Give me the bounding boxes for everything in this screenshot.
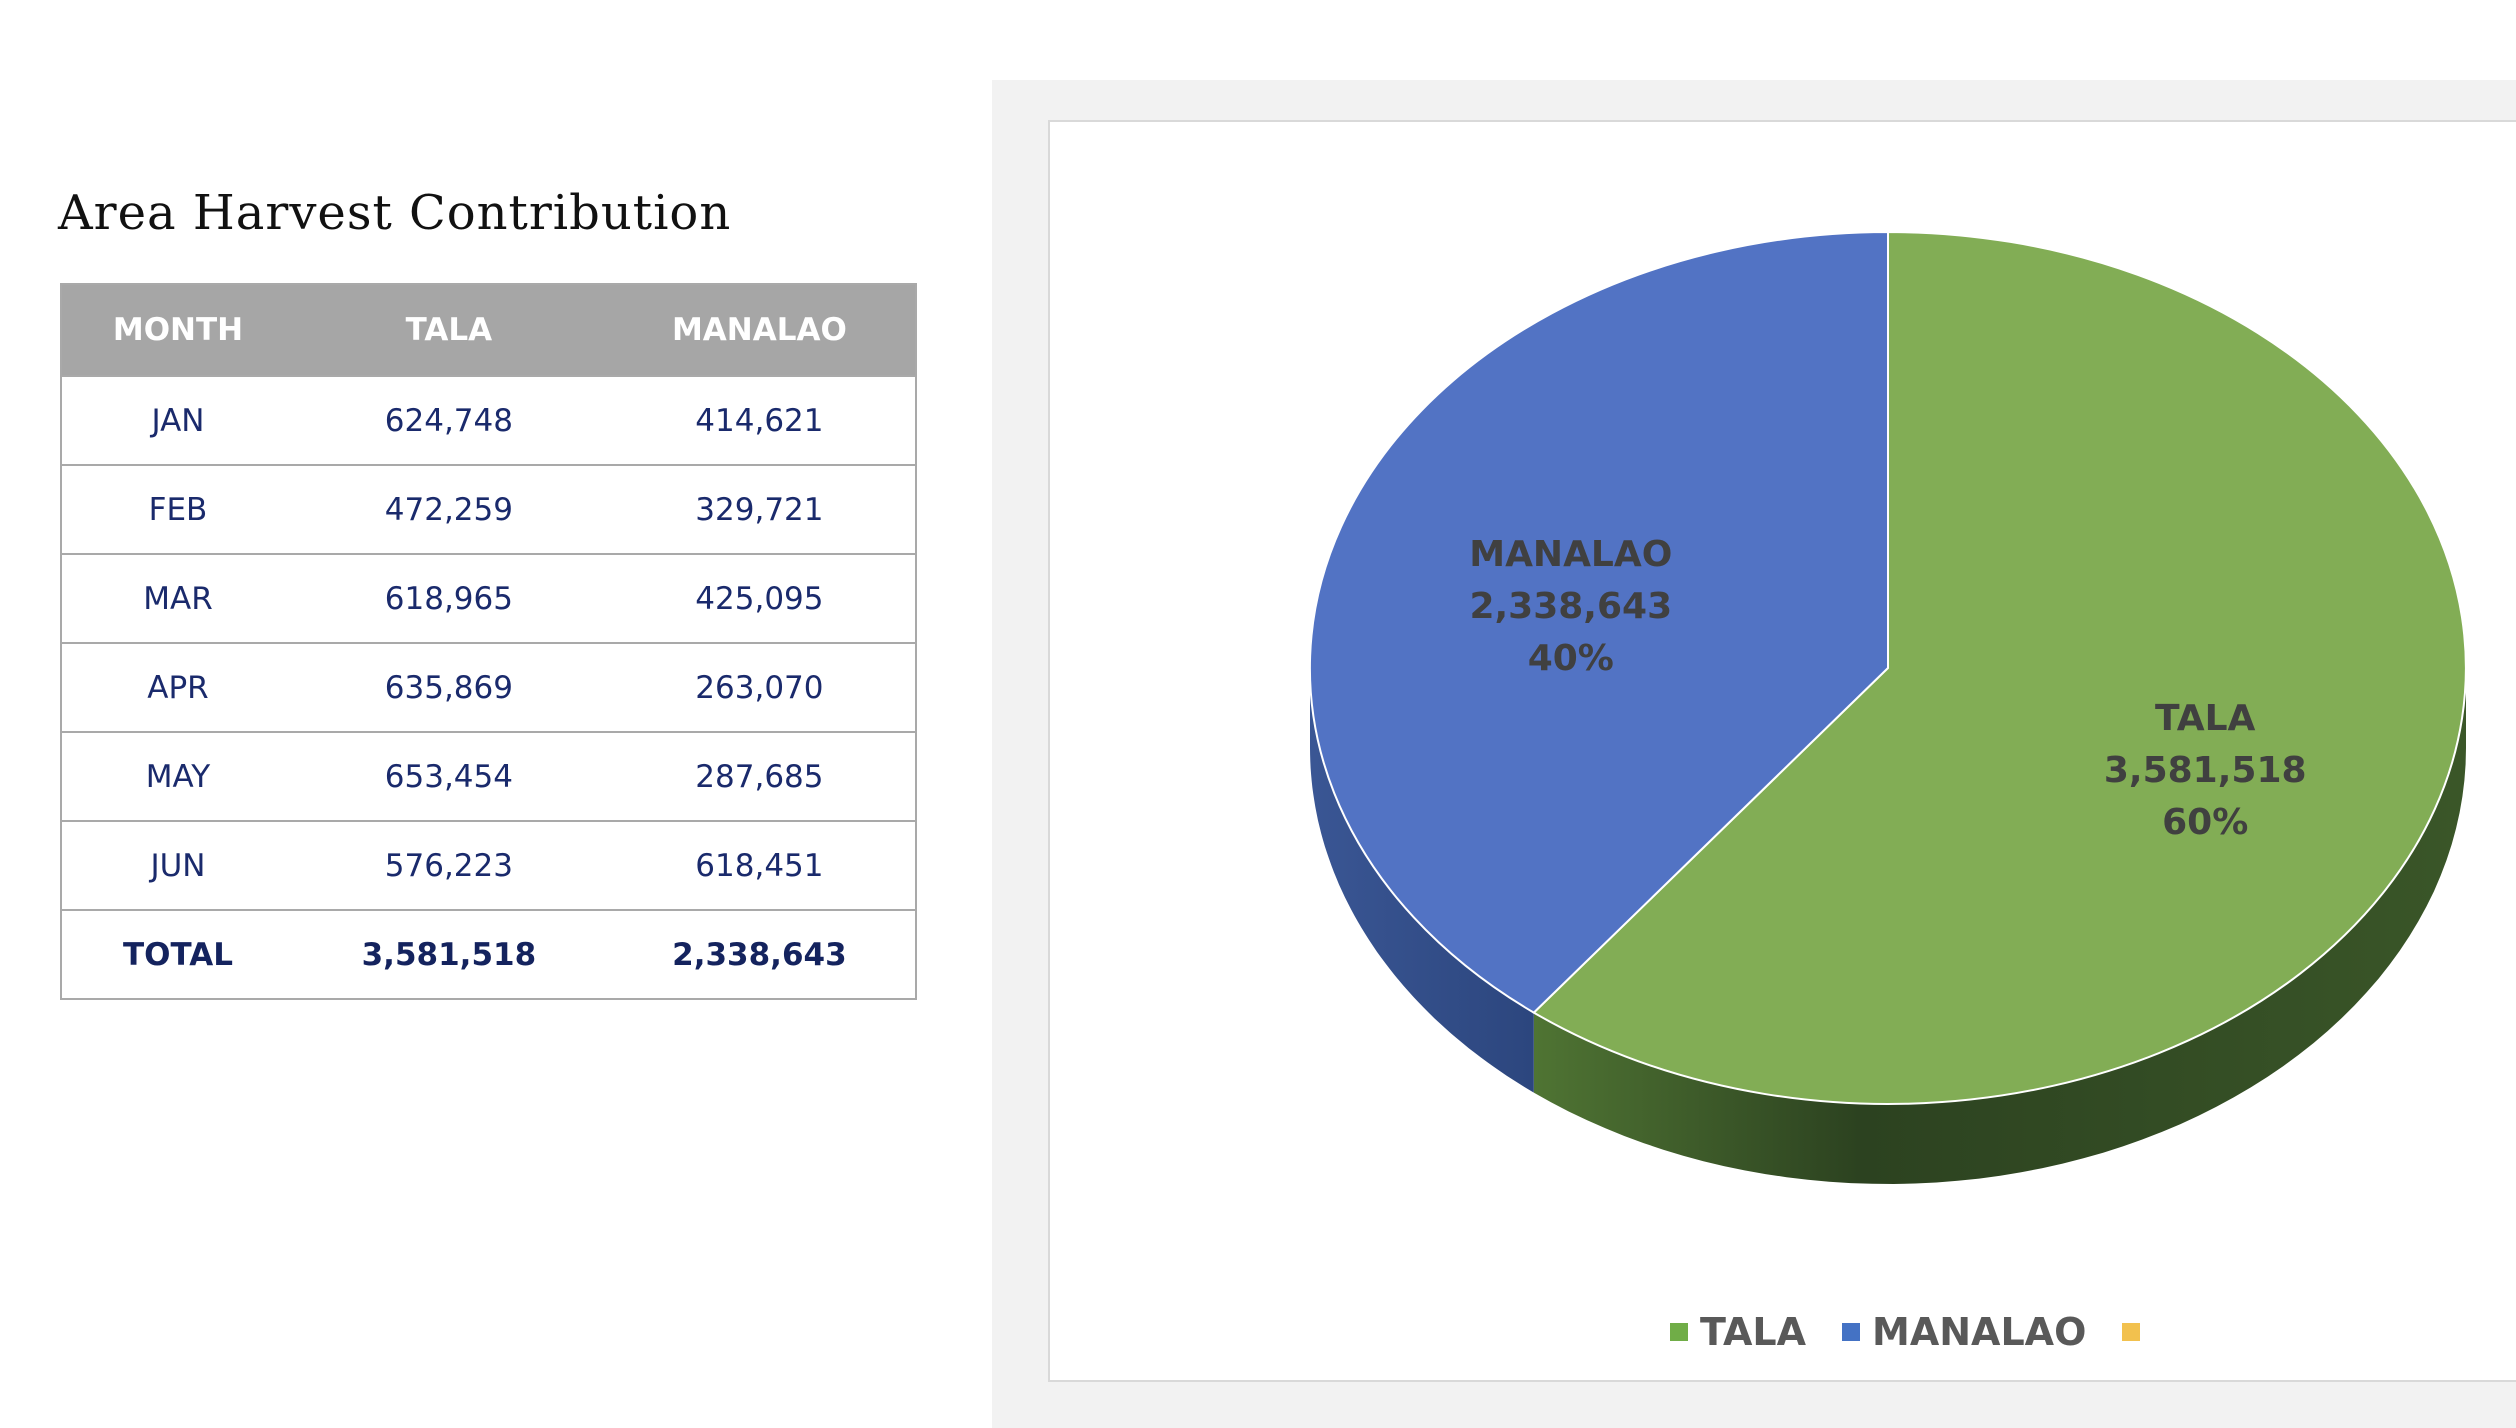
pie-label-manalao-percent: 40% [1528,638,1614,679]
pie-side-tala [1533,668,2466,1184]
cell-month: JUN [61,820,294,910]
total-tala: 3,581,518 [293,909,604,999]
total-label: TOTAL [61,909,294,999]
header-manalao: MANALAO [603,284,916,376]
legend-item-blank [2122,1323,2152,1341]
legend-swatch-blank [2122,1323,2141,1341]
legend-swatch-manalao [1842,1323,1861,1341]
total-manalao: 2,338,643 [603,909,916,999]
pie-label-manalao-name: MANALAO [1469,534,1672,575]
cell-month: JAN [61,375,294,465]
header-month: MONTH [61,284,294,376]
cell-manalao: 287,685 [603,731,916,821]
cell-tala: 472,259 [293,464,604,554]
table-total-row: TOTAL 3,581,518 2,338,643 [61,909,916,999]
pie-label-tala-percent: 60% [2162,802,2248,843]
header-tala: TALA [293,284,604,376]
table-header-row: MONTH TALA MANALAO [61,284,916,376]
cell-tala: 618,965 [293,553,604,643]
cell-tala: 576,223 [293,820,604,910]
pie-slice-tala [1532,230,2467,1105]
table-row: MAY 653,454 287,685 [61,731,916,821]
pie-label-manalao-value: 2,338,643 [1469,586,1672,627]
legend-swatch-tala [1670,1323,1688,1341]
cell-tala: 624,748 [293,375,604,465]
cell-month: MAY [61,731,294,821]
harvest-table: MONTH TALA MANALAO JAN 624,748 414,621 F… [60,283,917,1000]
page-title: Area Harvest Contribution [58,185,732,241]
pie-slice-manalao [1308,230,1889,1014]
cell-manalao: 414,621 [603,375,916,465]
table-row: JUN 576,223 618,451 [61,820,916,910]
cell-tala: 653,454 [293,731,604,821]
cell-manalao: 618,451 [603,820,916,910]
pie-label-tala-name: TALA [2155,698,2256,739]
cell-manalao: 425,095 [603,553,916,643]
legend-label-manalao: MANALAO [1872,1310,2087,1354]
pie-label-tala-value: 3,581,518 [2104,750,2307,791]
table-row: MAR 618,965 425,095 [61,553,916,643]
cell-month: MAR [61,553,294,643]
cell-month: FEB [61,464,294,554]
pie-side-manalao [1310,668,1534,1093]
chart-legend: TALA MANALAO [1670,1310,2188,1354]
table-row: APR 635,869 263,070 [61,642,916,732]
legend-item-tala: TALA [1670,1310,1806,1354]
cell-tala: 635,869 [293,642,604,732]
table-row: FEB 472,259 329,721 [61,464,916,554]
legend-label-tala: TALA [1700,1310,1807,1354]
table-row: JAN 624,748 414,621 [61,375,916,465]
cell-manalao: 329,721 [603,464,916,554]
cell-month: APR [61,642,294,732]
cell-manalao: 263,070 [603,642,916,732]
legend-item-manalao: MANALAO [1842,1310,2086,1354]
